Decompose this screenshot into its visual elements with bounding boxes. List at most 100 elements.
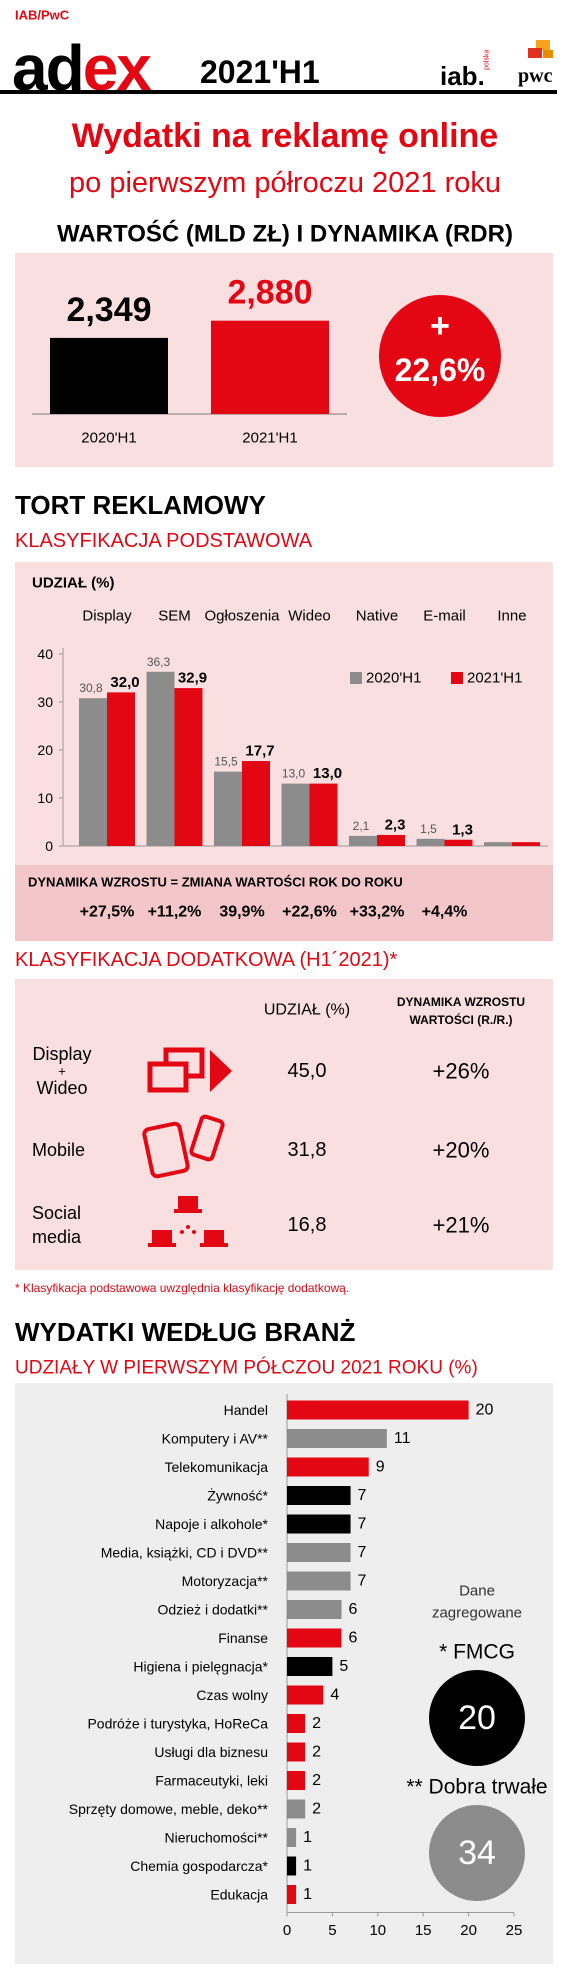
category-label: Media, książki, CD i DVD** bbox=[101, 1545, 269, 1561]
bar bbox=[287, 1543, 351, 1562]
bar bbox=[484, 842, 512, 846]
aggregate-badge bbox=[429, 1670, 525, 1766]
bar bbox=[287, 1856, 297, 1876]
growth-cell: +20% bbox=[433, 1138, 490, 1163]
bar bbox=[211, 320, 329, 414]
bar bbox=[377, 834, 405, 846]
row-label: Mobile bbox=[32, 1140, 85, 1160]
value-label: 2,349 bbox=[66, 291, 151, 329]
category-label: Chemia gospodarcza* bbox=[130, 1858, 268, 1874]
growth-label: +4,4% bbox=[422, 904, 468, 921]
x-tick-label: 5 bbox=[328, 1922, 336, 1939]
footnote: * Klasyfikacja podstawowa uwzględnia kla… bbox=[15, 1281, 349, 1295]
category-label: SEM bbox=[158, 608, 191, 625]
bar bbox=[79, 698, 107, 846]
value-label: 2,3 bbox=[385, 816, 406, 833]
category-label: Odzież i dodatki** bbox=[157, 1602, 268, 1618]
bar bbox=[287, 1714, 306, 1733]
x-tick-label: 15 bbox=[415, 1922, 432, 1939]
iab-sub: polska bbox=[484, 50, 491, 70]
social-icon bbox=[148, 1196, 228, 1247]
growth-title: DYNAMIKA WZROSTU = ZMIANA WARTOŚCI ROK D… bbox=[28, 875, 403, 890]
value-label: 17,7 bbox=[245, 743, 274, 760]
bar bbox=[174, 688, 203, 846]
section-title: WYDATKI WEDŁUG BRANŻ bbox=[15, 1317, 355, 1347]
growth-cell: +26% bbox=[433, 1059, 490, 1084]
panel-strip bbox=[15, 865, 553, 941]
page-title: Wydatki na reklamę online bbox=[72, 117, 498, 155]
value-label: 7 bbox=[358, 1487, 367, 1504]
aggregate-badge bbox=[429, 1805, 525, 1901]
value-label: 2,1 bbox=[353, 819, 370, 833]
aggregate-title: Dane bbox=[459, 1583, 495, 1600]
share-cell: 45,0 bbox=[288, 1060, 327, 1082]
bar bbox=[287, 1657, 333, 1676]
bar bbox=[287, 1429, 387, 1448]
iab-logo: iab. bbox=[440, 61, 485, 91]
value-label: 1,3 bbox=[452, 821, 473, 838]
value-label: 2 bbox=[312, 1801, 321, 1818]
section-subtitle: KLASYFIKACJA DODATKOWA (H1´2021)* bbox=[15, 949, 398, 971]
mobile-icon bbox=[142, 1114, 225, 1179]
category-label: Motoryzacja** bbox=[182, 1573, 269, 1589]
growth-label: 39,9% bbox=[219, 904, 264, 921]
bar bbox=[287, 1799, 306, 1819]
value-label: 9 bbox=[376, 1459, 385, 1476]
column-header: DYNAMIKA WZROSTU bbox=[397, 995, 525, 1009]
value-label: 11 bbox=[394, 1430, 411, 1447]
value-label: 4 bbox=[330, 1687, 339, 1704]
edition: 2021'H1 bbox=[200, 54, 320, 90]
growth-sign: + bbox=[430, 307, 450, 345]
value-label: 6 bbox=[348, 1601, 357, 1618]
row-label: Wideo bbox=[36, 1078, 87, 1098]
bar bbox=[287, 1771, 306, 1790]
pwc-block bbox=[536, 40, 550, 50]
bar bbox=[287, 1600, 342, 1619]
legend-label: 2020'H1 bbox=[366, 670, 421, 687]
category-label: Komputery i AV** bbox=[162, 1431, 269, 1447]
growth-badge bbox=[379, 295, 501, 417]
y-tick-label: 30 bbox=[37, 694, 53, 710]
category-label: Edukacja bbox=[210, 1887, 268, 1903]
value-label: 5 bbox=[339, 1658, 348, 1675]
category-label: Podróże i turystyka, HoReCa bbox=[87, 1716, 268, 1732]
value-label: 7 bbox=[358, 1544, 367, 1561]
value-label: 1,5 bbox=[420, 822, 437, 836]
bar bbox=[146, 671, 175, 846]
bar bbox=[444, 839, 473, 846]
pwc-logo: pwc bbox=[518, 65, 553, 87]
bar bbox=[287, 1742, 306, 1762]
category-label: Native bbox=[356, 608, 399, 625]
value-label: 7 bbox=[358, 1516, 367, 1533]
bar bbox=[416, 838, 445, 846]
panel bbox=[15, 979, 553, 1270]
bar bbox=[287, 1685, 324, 1705]
bar bbox=[242, 761, 270, 846]
growth-value: 22,6% bbox=[395, 352, 486, 388]
page-subtitle: po pierwszym półroczu 2021 roku bbox=[69, 167, 501, 199]
value-label: 1 bbox=[303, 1858, 312, 1875]
column-header: WARTOŚCI (R./R.) bbox=[409, 1012, 512, 1027]
category-label: Żywność* bbox=[207, 1487, 268, 1504]
pwc-block bbox=[543, 50, 553, 58]
bar bbox=[107, 692, 135, 846]
aggregate-name: ** Dobra trwałe bbox=[406, 1776, 547, 1799]
category-label: Napoje i alkohole* bbox=[155, 1516, 268, 1532]
row-label: Social bbox=[32, 1203, 81, 1223]
row-label: media bbox=[32, 1227, 82, 1247]
video-icon bbox=[210, 1050, 232, 1092]
legend-swatch bbox=[451, 672, 463, 684]
bar bbox=[309, 783, 338, 846]
y-axis-label: UDZIAŁ (%) bbox=[32, 575, 115, 592]
section-subtitle: UDZIAŁY W PIERWSZYM PÓŁCZOU 2021 ROKU (%… bbox=[15, 1357, 478, 1379]
bar bbox=[287, 1400, 469, 1420]
growth-label: +33,2% bbox=[350, 904, 405, 921]
growth-label: +11,2% bbox=[148, 904, 202, 921]
x-tick-label: 2020'H1 bbox=[81, 430, 136, 447]
bar bbox=[349, 835, 377, 846]
row-label: Display bbox=[32, 1044, 91, 1064]
bar bbox=[287, 1571, 351, 1591]
display-icon bbox=[147, 1047, 205, 1093]
value-label: 13,0 bbox=[313, 765, 342, 782]
category-label: Sprzęty domowe, meble, deko** bbox=[69, 1801, 269, 1817]
